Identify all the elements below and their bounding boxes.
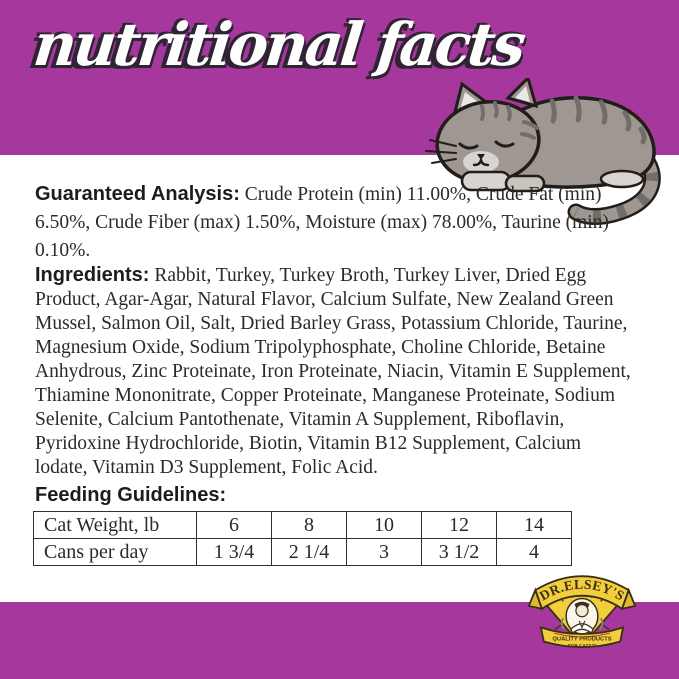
logo-tagline-line2: FOR CATS™ [568,643,596,648]
table-cell: 6 [196,511,272,539]
table-cell: 12 [421,511,497,539]
ingredients-label: Ingredients: [35,264,150,286]
guaranteed-analysis-label: Guaranteed Analysis: [35,183,240,205]
table-cell: 3 [346,538,422,566]
feeding-guidelines-table: Cat Weight, lb 6 8 10 12 14 Cans per day… [33,511,572,566]
dr-elseys-logo: DR.ELSEY'S ® QUALITY PRODUCTS FOR CATS™ [527,575,637,648]
table-row-cat-weight: Cat Weight, lb 6 8 10 12 14 [33,511,572,539]
table-cell: 2 1/4 [271,538,347,566]
sleeping-cat-icon [425,78,661,225]
ingredients-section: Ingredients: Rabbit, Turkey, Turkey Brot… [35,263,635,480]
table-cell: 14 [496,511,572,539]
table-cell: 8 [271,511,347,539]
table-cell: 1 3/4 [196,538,272,566]
table-row-cans-per-day: Cans per day 1 3/4 2 1/4 3 3 1/2 4 [33,538,572,566]
table-cell: 4 [496,538,572,566]
feeding-guidelines-heading: Feeding Guidelines: [35,484,227,506]
row-header-cat-weight: Cat Weight, lb [33,511,197,539]
table-cell: 10 [346,511,422,539]
logo-tagline-line1: QUALITY PRODUCTS [552,637,611,643]
page-title: nutritional facts [30,10,527,79]
registered-mark: ® [627,589,631,595]
row-header-cans-per-day: Cans per day [33,538,197,566]
guaranteed-analysis-text: Crude Protein (min) 11.00%, Crude Fat (m… [35,184,609,261]
guaranteed-analysis-section: Guaranteed Analysis: Crude Protein (min)… [35,180,613,265]
table-cell: 3 1/2 [421,538,497,566]
ingredients-text: Rabbit, Turkey, Turkey Broth, Turkey Liv… [35,265,631,478]
